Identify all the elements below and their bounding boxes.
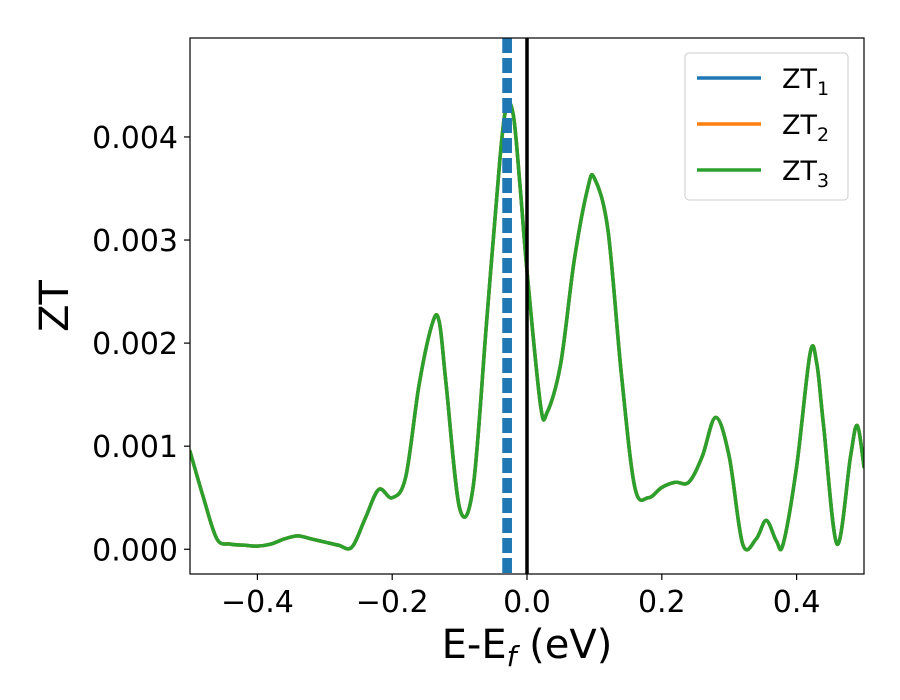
legend: ZT1 ZT2 ZT3	[684, 52, 849, 201]
plot-area	[190, 38, 864, 574]
legend-box	[684, 52, 849, 201]
y-tick-label-3: 0.002	[92, 327, 178, 362]
legend-label-2: ZT2	[782, 110, 829, 146]
y-tick-label-4: 0.003	[92, 224, 178, 259]
legend-label-3: ZT3	[782, 156, 829, 192]
y-tick-label-2: 0.001	[92, 430, 178, 465]
legend-label-1: ZT1	[782, 64, 829, 100]
y-tick-label-5: 0.004	[92, 121, 178, 156]
y-tick-label-1: 0.000	[92, 533, 178, 568]
x-tick-label-4: 0.2	[638, 585, 686, 620]
x-tick-label-1: −0.4	[221, 585, 294, 620]
x-axis-label: E-Ef (eV)	[442, 622, 613, 673]
x-tick-label-2: −0.2	[356, 585, 429, 620]
series-line-3	[190, 100, 864, 552]
y-axis-label: ZT	[32, 280, 78, 332]
x-axis-label-unit: (eV)	[516, 622, 612, 668]
axis-ticks: −0.4 −0.2 0.0 0.2 0.4 0.000 0.001 0.002 0.003 0.0…	[92, 121, 820, 620]
x-axis-label-base: E-E	[442, 622, 507, 668]
x-tick-label-3: 0.0	[503, 585, 551, 620]
x-tick-label-5: 0.4	[773, 585, 821, 620]
